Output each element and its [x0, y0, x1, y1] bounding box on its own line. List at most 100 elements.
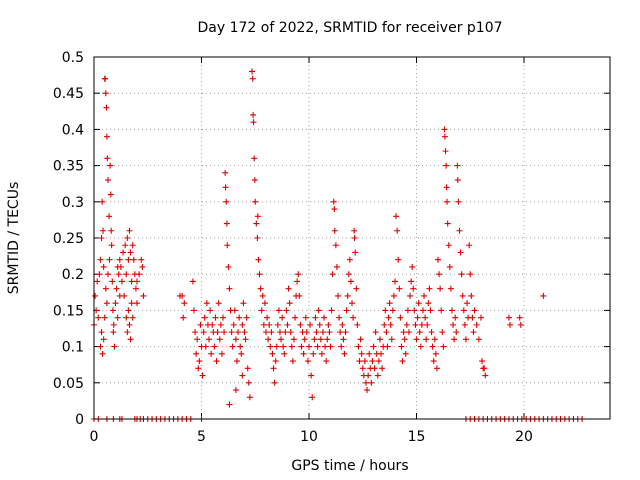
data-point [479, 358, 486, 365]
data-point [425, 300, 432, 307]
data-point [206, 336, 213, 343]
data-point [453, 329, 460, 336]
data-point [383, 329, 390, 336]
data-point [123, 314, 130, 321]
data-point [540, 292, 547, 299]
data-point [232, 387, 239, 394]
x-tick-labels: 0 5 10 15 20 [90, 429, 533, 445]
data-point [127, 249, 134, 256]
data-point [388, 336, 395, 343]
data-point [375, 358, 382, 365]
data-point [426, 285, 433, 292]
data-point [99, 350, 106, 357]
x-tick-label: 15 [408, 429, 426, 445]
data-point [473, 321, 480, 328]
data-point [370, 343, 377, 350]
data-point [190, 307, 197, 314]
y-tick-labels: 0 0.05 0.1 0.15 0.2 0.25 0.3 0.35 0.4 0.45 0.5 [53, 50, 84, 428]
data-point [116, 256, 123, 263]
data-point [250, 119, 257, 126]
data-point [136, 271, 143, 278]
data-point [386, 300, 393, 307]
data-point [97, 343, 104, 350]
data-point [361, 358, 368, 365]
data-point [310, 350, 317, 357]
data-point [316, 321, 323, 328]
data-point [100, 263, 107, 270]
data-point [297, 321, 304, 328]
data-point [92, 292, 99, 299]
data-point [351, 227, 358, 234]
data-point [285, 285, 292, 292]
data-point [179, 292, 186, 299]
data-point [359, 365, 366, 372]
data-point [302, 314, 309, 321]
data-point [290, 336, 297, 343]
data-point [308, 372, 315, 379]
data-point [228, 329, 235, 336]
data-point [251, 155, 258, 162]
data-point [440, 343, 447, 350]
data-point [242, 336, 249, 343]
data-point [224, 242, 231, 249]
data-point [255, 256, 262, 263]
data-point [292, 314, 299, 321]
data-point [366, 350, 373, 357]
data-point [478, 314, 484, 321]
data-point [441, 126, 448, 133]
y-tick-label: 0.25 [53, 231, 84, 247]
data-point [250, 111, 257, 118]
chart-title: Day 172 of 2022, SRMTID for receiver p10… [197, 20, 502, 36]
data-point [437, 285, 444, 292]
data-point [266, 321, 273, 328]
data-point [254, 235, 261, 241]
data-point [353, 285, 360, 292]
data-point [411, 307, 418, 314]
data-point [384, 343, 391, 350]
data-point [418, 321, 425, 328]
data-point [102, 90, 109, 97]
data-point [258, 307, 265, 314]
data-point [130, 256, 137, 263]
data-point [376, 336, 383, 343]
data-point [301, 336, 308, 343]
data-point [343, 307, 350, 314]
data-point [431, 336, 438, 343]
data-point [138, 256, 145, 263]
data-point [226, 285, 233, 292]
data-point [397, 314, 404, 321]
data-point [433, 365, 440, 372]
data-point [443, 162, 450, 169]
data-point [451, 336, 458, 343]
data-point [482, 372, 489, 379]
data-point [249, 68, 256, 75]
data-point [196, 358, 203, 365]
data-point [283, 307, 290, 314]
data-point [441, 133, 448, 140]
data-point [362, 379, 369, 386]
data-point [330, 198, 337, 205]
data-point [364, 387, 371, 394]
data-point [332, 242, 339, 249]
data-point [282, 329, 289, 336]
data-point [114, 263, 121, 270]
y-axis-label: SRMTID / TECUs [6, 182, 22, 295]
data-point [124, 235, 131, 241]
data-point [211, 343, 218, 350]
data-point [381, 321, 388, 328]
data-point [365, 372, 372, 379]
data-point [239, 321, 246, 328]
data-point [132, 285, 139, 292]
data-point [109, 307, 116, 314]
data-point [212, 314, 219, 321]
data-point [345, 271, 352, 278]
y-tick-label: 0.4 [62, 122, 84, 138]
data-point [273, 343, 280, 350]
data-point [400, 329, 407, 336]
data-point [429, 343, 436, 350]
data-point [371, 365, 378, 372]
data-point [129, 242, 136, 249]
data-point [422, 314, 429, 321]
data-point [102, 285, 109, 292]
data-point [368, 379, 375, 386]
